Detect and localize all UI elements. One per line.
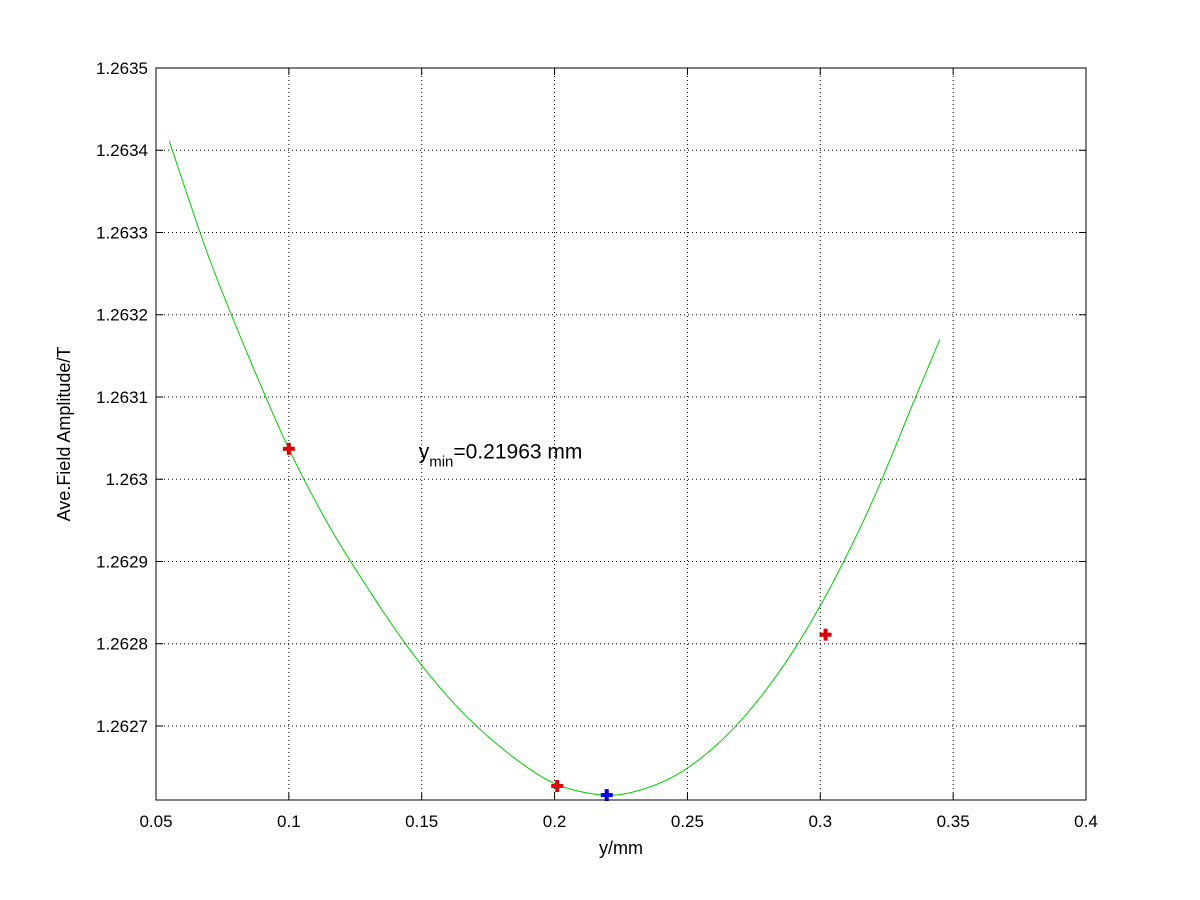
- measured-point-marker: [819, 628, 832, 641]
- annotation-base: y: [419, 441, 430, 464]
- y-tick-label: 1.2631: [96, 388, 148, 407]
- measured-point-marker: [282, 442, 295, 455]
- y-tick-label: 1.2627: [96, 717, 148, 736]
- y-axis-label: Ave.Field Amplitude/T: [54, 347, 74, 522]
- y-tick-label: 1.263: [105, 470, 148, 489]
- ymin-annotation: ymin=0.21963 mm: [419, 441, 583, 471]
- x-tick-label: 0.1: [277, 812, 301, 831]
- grid: [156, 68, 1086, 800]
- measured-point-marker: [551, 780, 564, 793]
- x-tick-label: 0.4: [1074, 812, 1098, 831]
- x-tick-label: 0.05: [139, 812, 172, 831]
- minimum-point-marker: [600, 789, 613, 802]
- x-tick-label: 0.3: [808, 812, 832, 831]
- y-tick-labels: 1.2627 1.2628 1.2629 1.263 1.2631 1.2632 1.263…: [96, 59, 148, 736]
- x-tick-label: 0.2: [543, 812, 567, 831]
- x-tick-label: 0.15: [405, 812, 438, 831]
- y-tick-label: 1.2629: [96, 552, 148, 571]
- series-layer: [168, 141, 941, 802]
- x-tick-label: 0.25: [671, 812, 704, 831]
- y-tick-label: 1.2632: [96, 306, 148, 325]
- y-tick-label: 1.2635: [96, 59, 148, 78]
- y-tick-label: 1.2634: [96, 141, 148, 160]
- annotation-subscript: min: [429, 454, 453, 471]
- annotation-value: =0.21963 mm: [453, 441, 582, 464]
- x-tick-labels: 0.05 0.1 0.15 0.2 0.25 0.3 0.35 0.4: [139, 812, 1097, 831]
- plot-frame: [155, 67, 1087, 801]
- y-tick-label: 1.2633: [96, 223, 148, 242]
- x-axis-label: y/mm: [599, 838, 643, 858]
- tick-marks: [155, 67, 1087, 800]
- y-tick-label: 1.2628: [96, 635, 148, 654]
- x-tick-label: 0.35: [937, 812, 970, 831]
